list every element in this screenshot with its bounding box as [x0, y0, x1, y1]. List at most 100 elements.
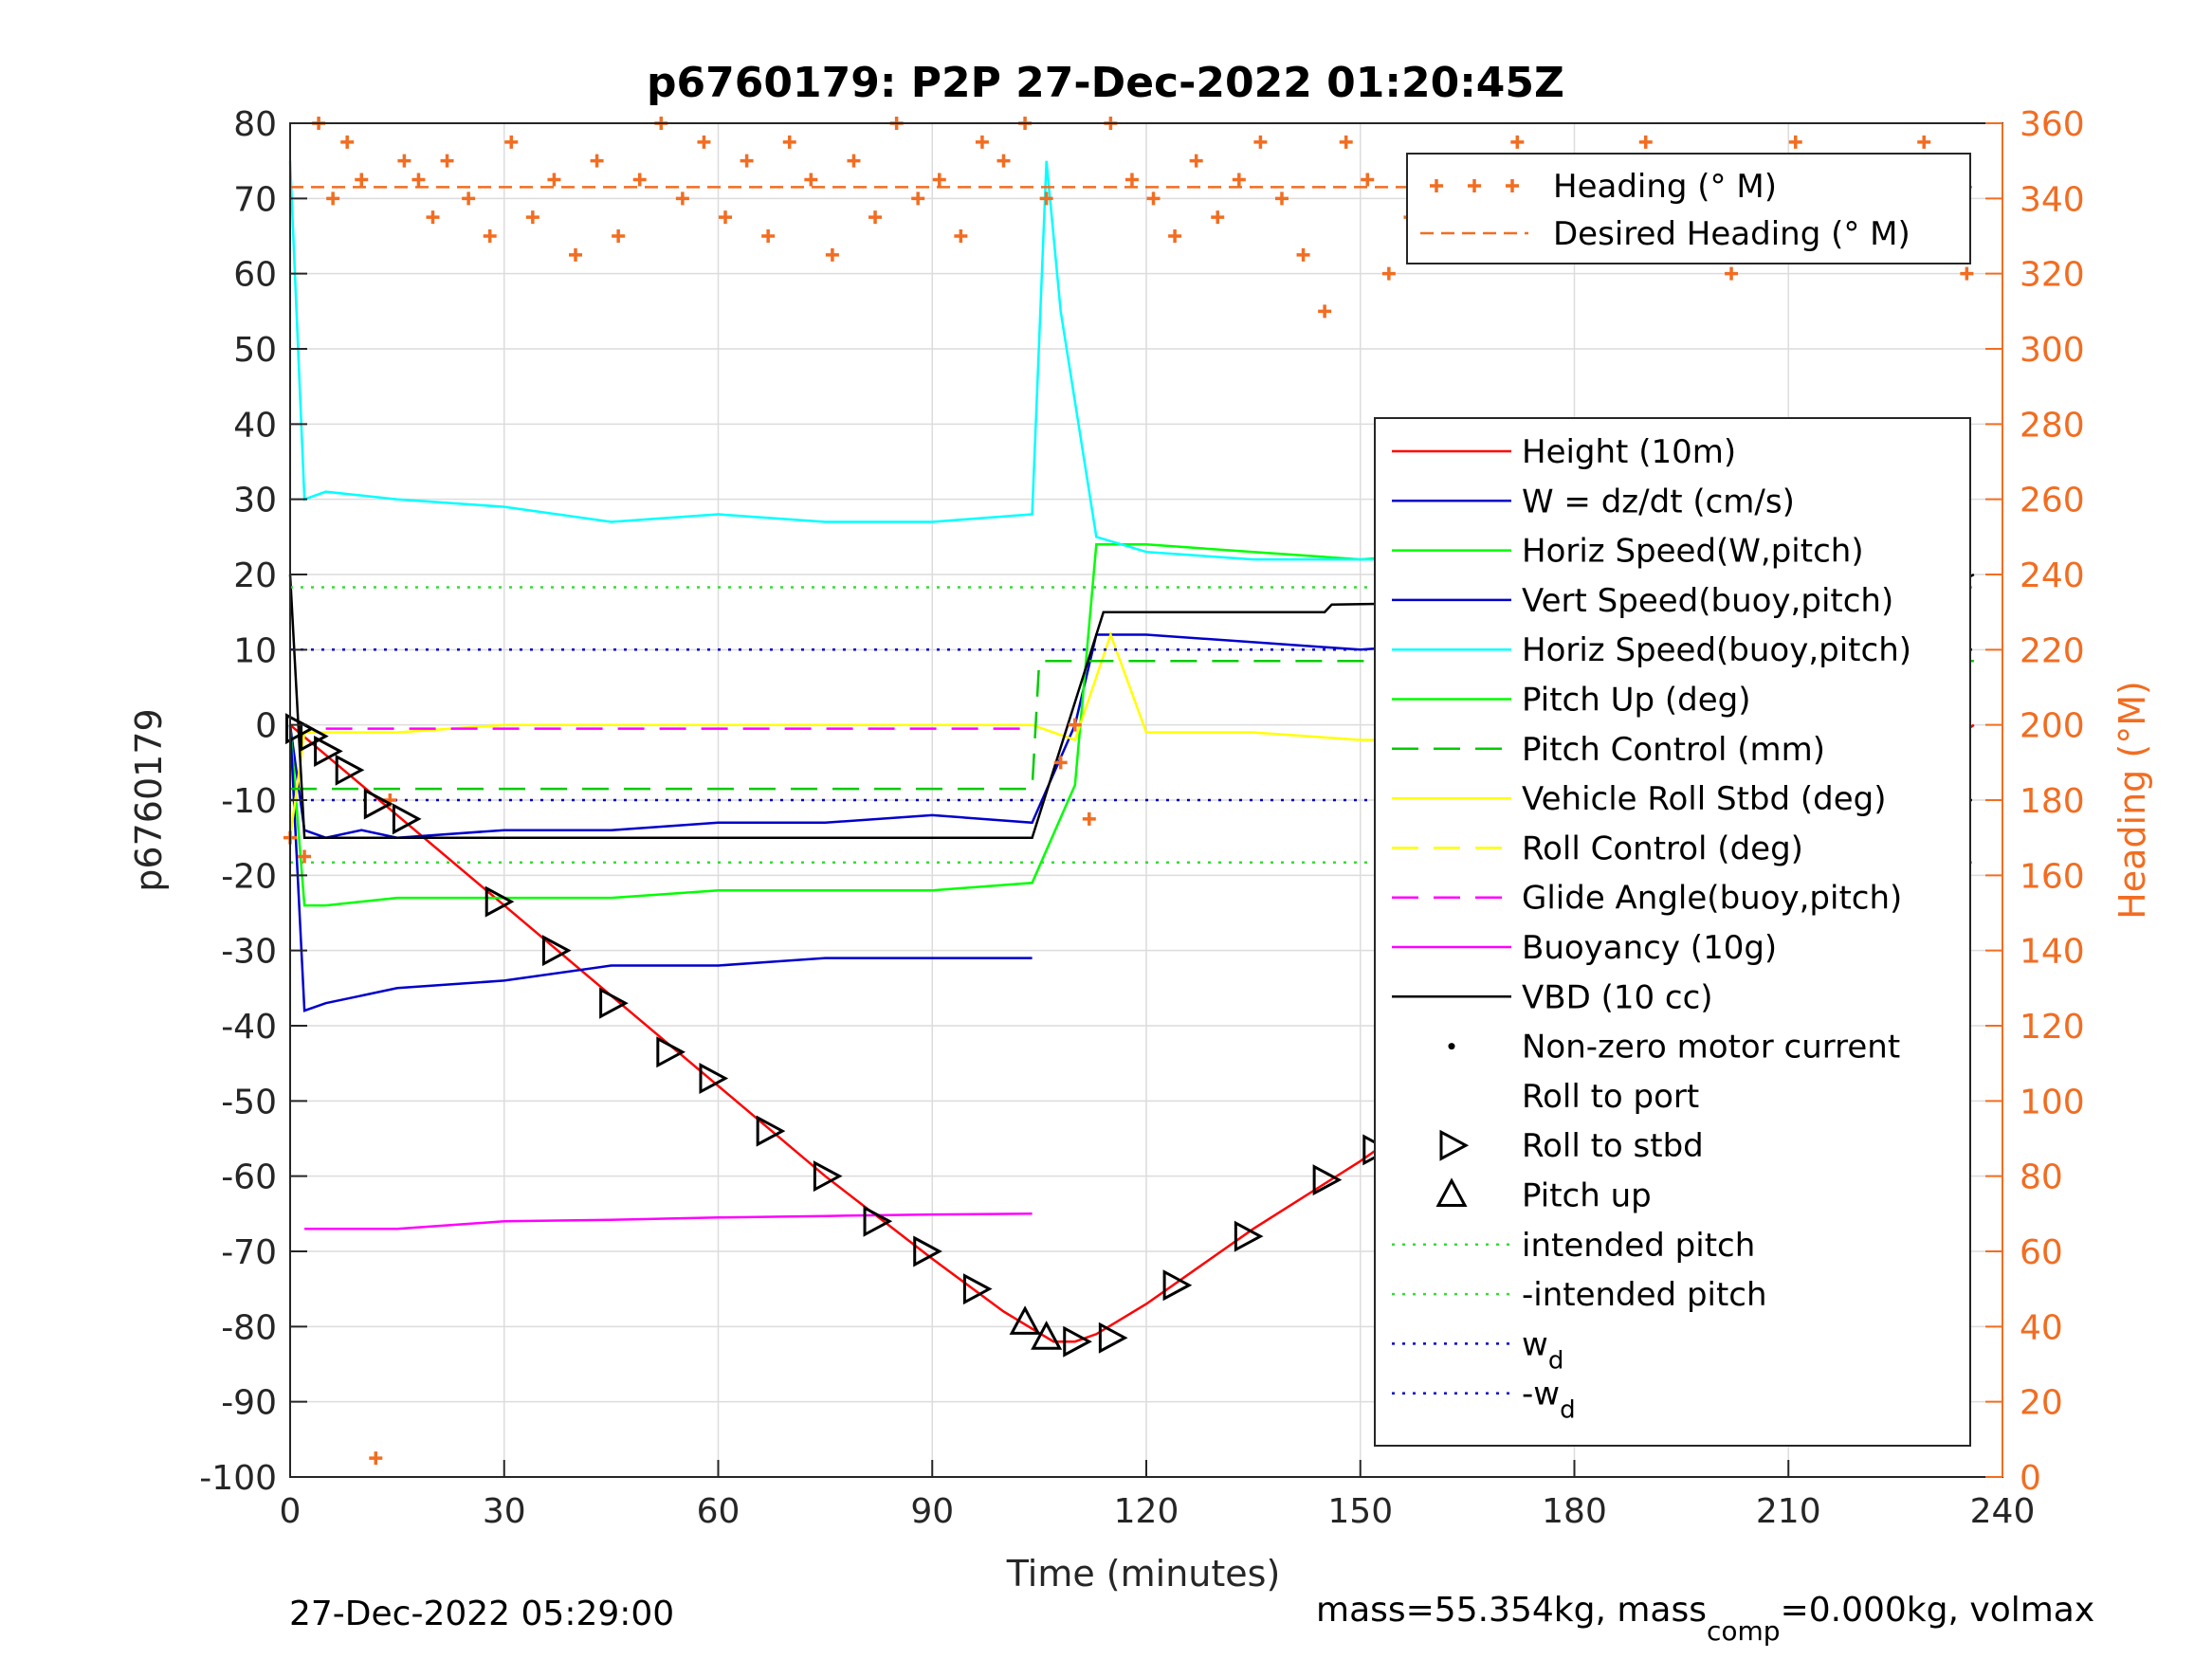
marker-roll-to-stbd	[656, 1036, 686, 1068]
marker-roll-to-stbd	[1234, 1220, 1264, 1252]
series-heading-m-point	[804, 173, 818, 187]
marker-roll-to-stbd	[285, 713, 315, 745]
series-heading-m-point	[483, 229, 497, 243]
legend-top-label: Heading (° M)	[1553, 168, 1777, 206]
series-heading-m-point	[326, 191, 340, 206]
series-buoyancy-10g	[304, 1212, 1033, 1231]
series-heading-m-point	[590, 154, 604, 168]
legend-top-symbol	[1506, 179, 1519, 192]
legend-main-label: intended pitch	[1522, 1227, 1755, 1265]
legend-main-label: Glide Angle(buoy,pitch)	[1522, 880, 1902, 918]
series-heading-m-point	[1296, 247, 1310, 262]
series-heading-m-point	[612, 229, 626, 243]
legend-main-label: VBD (10 cc)	[1522, 978, 1713, 1016]
legend-label-base: w	[1522, 1325, 1548, 1363]
y-tick-label: -50	[221, 1083, 277, 1121]
legend-main-label: Roll to port	[1522, 1078, 1699, 1116]
y-tick-label: -60	[221, 1158, 277, 1197]
series-heading-m-point	[426, 210, 440, 225]
y2-tick-label: 260	[2020, 482, 2085, 520]
series-heading-m-point	[1068, 718, 1082, 732]
y2-tick-label: 200	[2020, 707, 2085, 746]
y2-tick-label: 340	[2020, 180, 2085, 219]
marker-roll-to-stbd	[699, 1063, 729, 1095]
x-tick-label: 120	[1114, 1492, 1179, 1531]
x-tick-label: 90	[910, 1492, 954, 1531]
series-heading-m-point	[697, 135, 711, 149]
y-tick-label: 0	[255, 707, 277, 746]
legend-main-label: Non-zero motor current	[1522, 1029, 1900, 1066]
legend-label-sub: d	[1548, 1346, 1564, 1375]
marker-roll-to-stbd	[392, 803, 422, 835]
series-heading-m-point	[1917, 135, 1931, 149]
y2-tick-label: 240	[2020, 556, 2085, 595]
legend-main-label: Buoyancy (10g)	[1522, 929, 1777, 967]
legend-top: Heading (° M) Desired Heading (° M)	[1406, 153, 1971, 264]
y-tick-label: 60	[233, 256, 277, 295]
marker-roll-to-stbd	[756, 1115, 786, 1147]
legend-main-label: Pitch Up (deg)	[1522, 682, 1750, 720]
legend-main-label: Vehicle Roll Stbd (deg)	[1522, 780, 1887, 818]
legend-main-symbol	[1439, 1129, 1470, 1161]
marker-roll-to-stbd	[300, 720, 329, 753]
series-heading-m-point	[1361, 173, 1375, 187]
legend-main-label: W = dz/dt (cm/s)	[1522, 483, 1795, 520]
legend-main-label: Roll Control (deg)	[1522, 830, 1803, 867]
series-heading-m-point	[1339, 135, 1353, 149]
series-heading-m-point	[975, 135, 989, 149]
series-heading-m-point	[411, 173, 426, 187]
x-tick-label: 30	[483, 1492, 526, 1531]
series-heading-m-point	[825, 247, 839, 262]
series-heading-m-point	[462, 191, 476, 206]
legend-main-label: Horiz Speed(W,pitch)	[1522, 533, 1864, 571]
y2-axis-label: Heading (°M)	[2111, 681, 2153, 920]
marker-roll-to-stbd	[363, 788, 393, 820]
legend-main-box	[1374, 417, 1971, 1447]
y-tick-label: 80	[233, 105, 277, 144]
series-heading-m-point	[369, 1451, 383, 1466]
footer-mass: mass=55.354kg, masscomp=0.000kg, volmax	[1316, 1591, 2094, 1647]
legend-top-symbol	[1468, 179, 1481, 192]
series-heading-m-point	[1039, 191, 1053, 206]
legend-main-label: Pitch up	[1522, 1177, 1652, 1215]
x-tick-label: 210	[1756, 1492, 1821, 1531]
legend-main-label: Horiz Speed(buoy,pitch)	[1522, 631, 1911, 669]
series-heading-m-point	[397, 154, 411, 168]
marker-roll-to-stbd	[314, 735, 343, 767]
y-tick-label: 40	[233, 406, 277, 445]
y2-tick-label: 360	[2020, 105, 2085, 144]
x-tick-label: 0	[280, 1492, 302, 1531]
y2-tick-label: 180	[2020, 782, 2085, 821]
y-tick-label: 50	[233, 331, 277, 370]
series-heading-m-point	[1510, 135, 1525, 149]
marker-roll-to-stbd	[913, 1235, 942, 1267]
marker-roll-to-stbd	[1312, 1164, 1343, 1196]
series-heading-m-point	[1638, 135, 1653, 149]
series-heading-m-point	[1232, 173, 1246, 187]
y-tick-label: 10	[233, 631, 277, 670]
series-heading-m-point	[996, 154, 1011, 168]
y2-tick-label: 140	[2020, 933, 2085, 972]
marker-pitch-up	[1009, 1305, 1041, 1335]
legend-main-label: Height (10m)	[1522, 433, 1736, 471]
y2-tick-label: 20	[2020, 1384, 2063, 1423]
marker-roll-to-stbd	[1098, 1322, 1128, 1354]
y-tick-label: 20	[233, 556, 277, 595]
footer-mass-prefix: mass=55.354kg, mass	[1316, 1591, 1707, 1630]
y2-tick-label: 0	[2020, 1459, 2041, 1498]
legend-main-label: Vert Speed(buoy,pitch)	[1522, 582, 1893, 620]
legend-main-label: wd	[1522, 1325, 1563, 1375]
y2-tick-label: 320	[2020, 256, 2085, 295]
chart-title: p6760179: P2P 27-Dec-2022 01:20:45Z	[647, 59, 1564, 107]
marker-roll-to-stbd	[484, 885, 515, 918]
axes: 0 30 60 90 120 150 180 210 240-100-90-80-70-60-5…	[199, 105, 2084, 1531]
legend-main-symbol	[1435, 1177, 1468, 1207]
x-tick-label: 60	[697, 1492, 740, 1531]
legend-label-sub: d	[1560, 1396, 1576, 1425]
series-heading-m-point	[440, 154, 454, 168]
y-tick-label: -90	[221, 1384, 277, 1423]
series-heading-m-point	[1960, 266, 1974, 281]
marker-roll-to-stbd	[813, 1160, 843, 1193]
y-tick-label: -70	[221, 1233, 277, 1272]
